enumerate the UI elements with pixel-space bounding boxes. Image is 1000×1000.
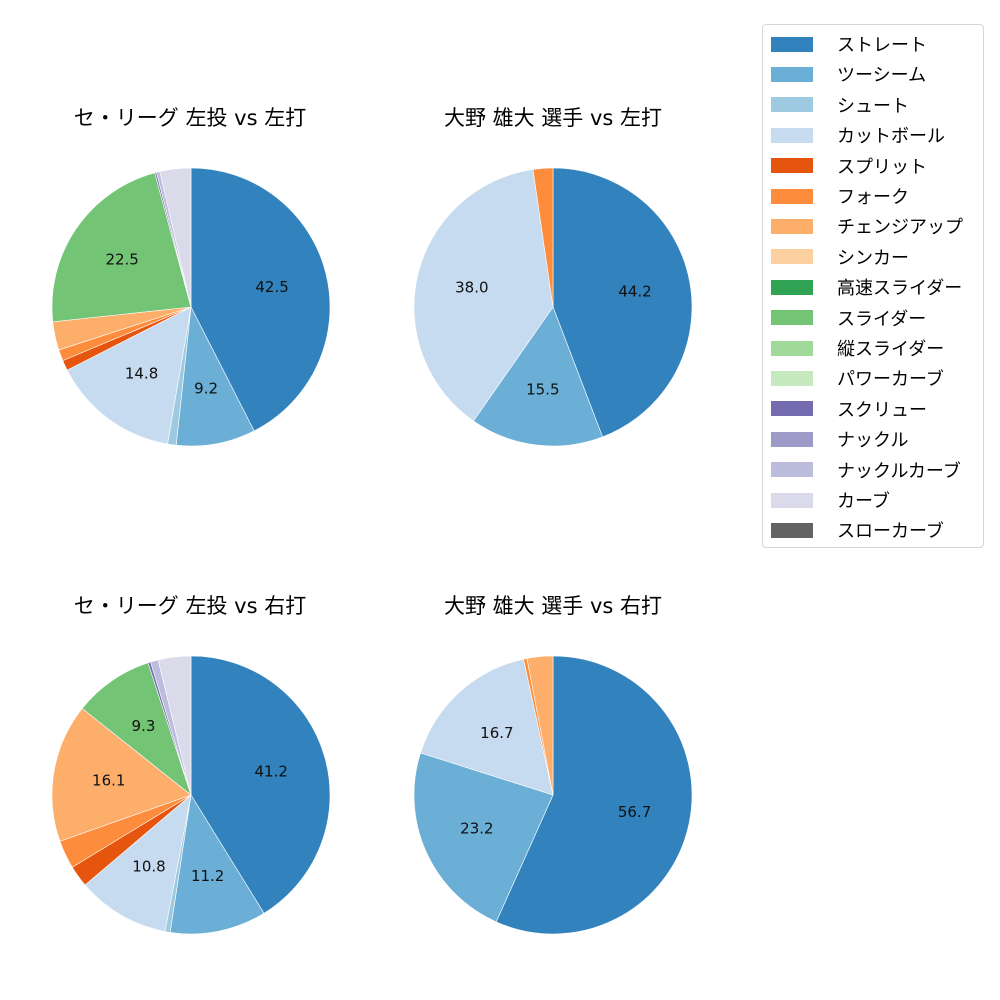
chart-title: 大野 雄大 選手 vs 右打 (443, 594, 663, 618)
pie-slice (495, 655, 693, 935)
legend-swatch (771, 310, 813, 326)
legend-swatch (771, 249, 813, 265)
legend-label: 高速スライダー (837, 278, 963, 300)
chart-title: セ・リーグ 左投 vs 右打 (73, 594, 307, 618)
chart-title: セ・リーグ 左投 vs 左打 (73, 106, 307, 130)
legend-item: ナックル (771, 428, 909, 452)
legend-item: チェンジアップ (771, 215, 963, 239)
slice-value-label: 38.0 (455, 278, 488, 296)
pie-slice (66, 306, 192, 445)
legend-item: シンカー (771, 246, 909, 269)
slice-value-label: 11.2 (191, 867, 224, 885)
legend-swatch (771, 522, 813, 538)
slice-value-label: 42.5 (255, 278, 288, 296)
legend-item: パワーカーブ (771, 367, 944, 391)
pie-slice (81, 662, 192, 796)
legend-item: シュート (771, 94, 909, 117)
pie-slice (51, 172, 192, 323)
legend-label: チェンジアップ (837, 217, 963, 239)
pie-slice (526, 655, 554, 796)
legend-label: シュート (837, 95, 909, 117)
slice-value-label: 44.2 (618, 282, 651, 300)
pie-slice (84, 794, 192, 932)
slice-value-label: 16.1 (92, 772, 125, 790)
pie-slice (473, 306, 603, 447)
slice-value-label: 14.8 (125, 365, 158, 383)
legend-swatch (771, 279, 813, 295)
legend-item: 縦スライダー (771, 337, 945, 360)
slice-value-label: 16.7 (480, 724, 513, 742)
legend-swatch (771, 36, 813, 52)
pie-slice (532, 167, 554, 308)
legend-swatch (771, 127, 813, 143)
legend-item: 高速スライダー (771, 276, 963, 300)
legend-swatch (771, 462, 813, 478)
legend-swatch (771, 158, 813, 174)
pie-slice (157, 655, 192, 796)
legend-item: ツーシーム (771, 63, 927, 87)
legend-label: パワーカーブ (837, 369, 944, 391)
legend-item: スクリュー (771, 398, 927, 421)
slice-value-label: 22.5 (105, 250, 138, 268)
pie-slice (175, 305, 255, 447)
legend-label: カットボール (837, 126, 945, 148)
legend-label: ナックル (837, 430, 909, 452)
legend-label: スプリット (837, 156, 927, 178)
pie-slice (413, 169, 554, 422)
legend-label: カーブ (837, 491, 890, 512)
legend-swatch (771, 340, 813, 356)
pie-slice (413, 752, 554, 923)
legend-swatch (771, 97, 813, 113)
legend-label: シンカー (837, 247, 909, 269)
legend-item: フォーク (771, 185, 909, 208)
slice-value-label: 41.2 (255, 763, 288, 781)
slice-value-label: 15.5 (526, 380, 559, 398)
pie-slice (190, 167, 331, 432)
legend-label: ナックルカーブ (837, 460, 961, 482)
legend-label: スクリュー (837, 399, 927, 421)
legend-item: カーブ (771, 489, 890, 512)
slice-value-label: 23.2 (460, 820, 493, 838)
pie-slice (420, 658, 554, 796)
legend-label: 縦スライダー (837, 339, 945, 360)
pie-slice (159, 167, 192, 308)
legend-swatch (771, 492, 813, 508)
pie-slice (169, 794, 265, 935)
slice-value-label: 9.3 (132, 717, 156, 735)
legend-swatch (771, 218, 813, 234)
slice-value-label: 10.8 (132, 858, 165, 876)
slice-value-label: 56.7 (618, 803, 651, 821)
legend-label: ストレート (837, 35, 927, 56)
pie-slice (190, 655, 331, 914)
legend-label: ツーシーム (837, 65, 927, 87)
legend-swatch (771, 188, 813, 204)
legend-label: スライダー (837, 308, 927, 330)
legend-swatch (771, 431, 813, 447)
pie-slice (51, 708, 192, 842)
legend-swatch (771, 370, 813, 386)
legend-label: スローカーブ (837, 521, 944, 543)
chart-title: 大野 雄大 選手 vs 左打 (443, 106, 663, 130)
pie-slice (552, 167, 693, 438)
legend-item: スプリット (771, 155, 927, 178)
legend-item: スローカーブ (771, 519, 944, 543)
legend-item: ストレート (771, 33, 927, 56)
legend-item: カットボール (771, 124, 945, 148)
slice-value-label: 9.2 (194, 380, 218, 398)
legend-item: スライダー (771, 307, 927, 330)
legend-swatch (771, 66, 813, 82)
legend-item: ナックルカーブ (771, 459, 961, 482)
legend: ストレートツーシームシュートカットボール スプリットフォークチェンジアップ シンカー… (762, 24, 984, 548)
legend-label: フォーク (837, 187, 909, 208)
legend-swatch (771, 401, 813, 417)
